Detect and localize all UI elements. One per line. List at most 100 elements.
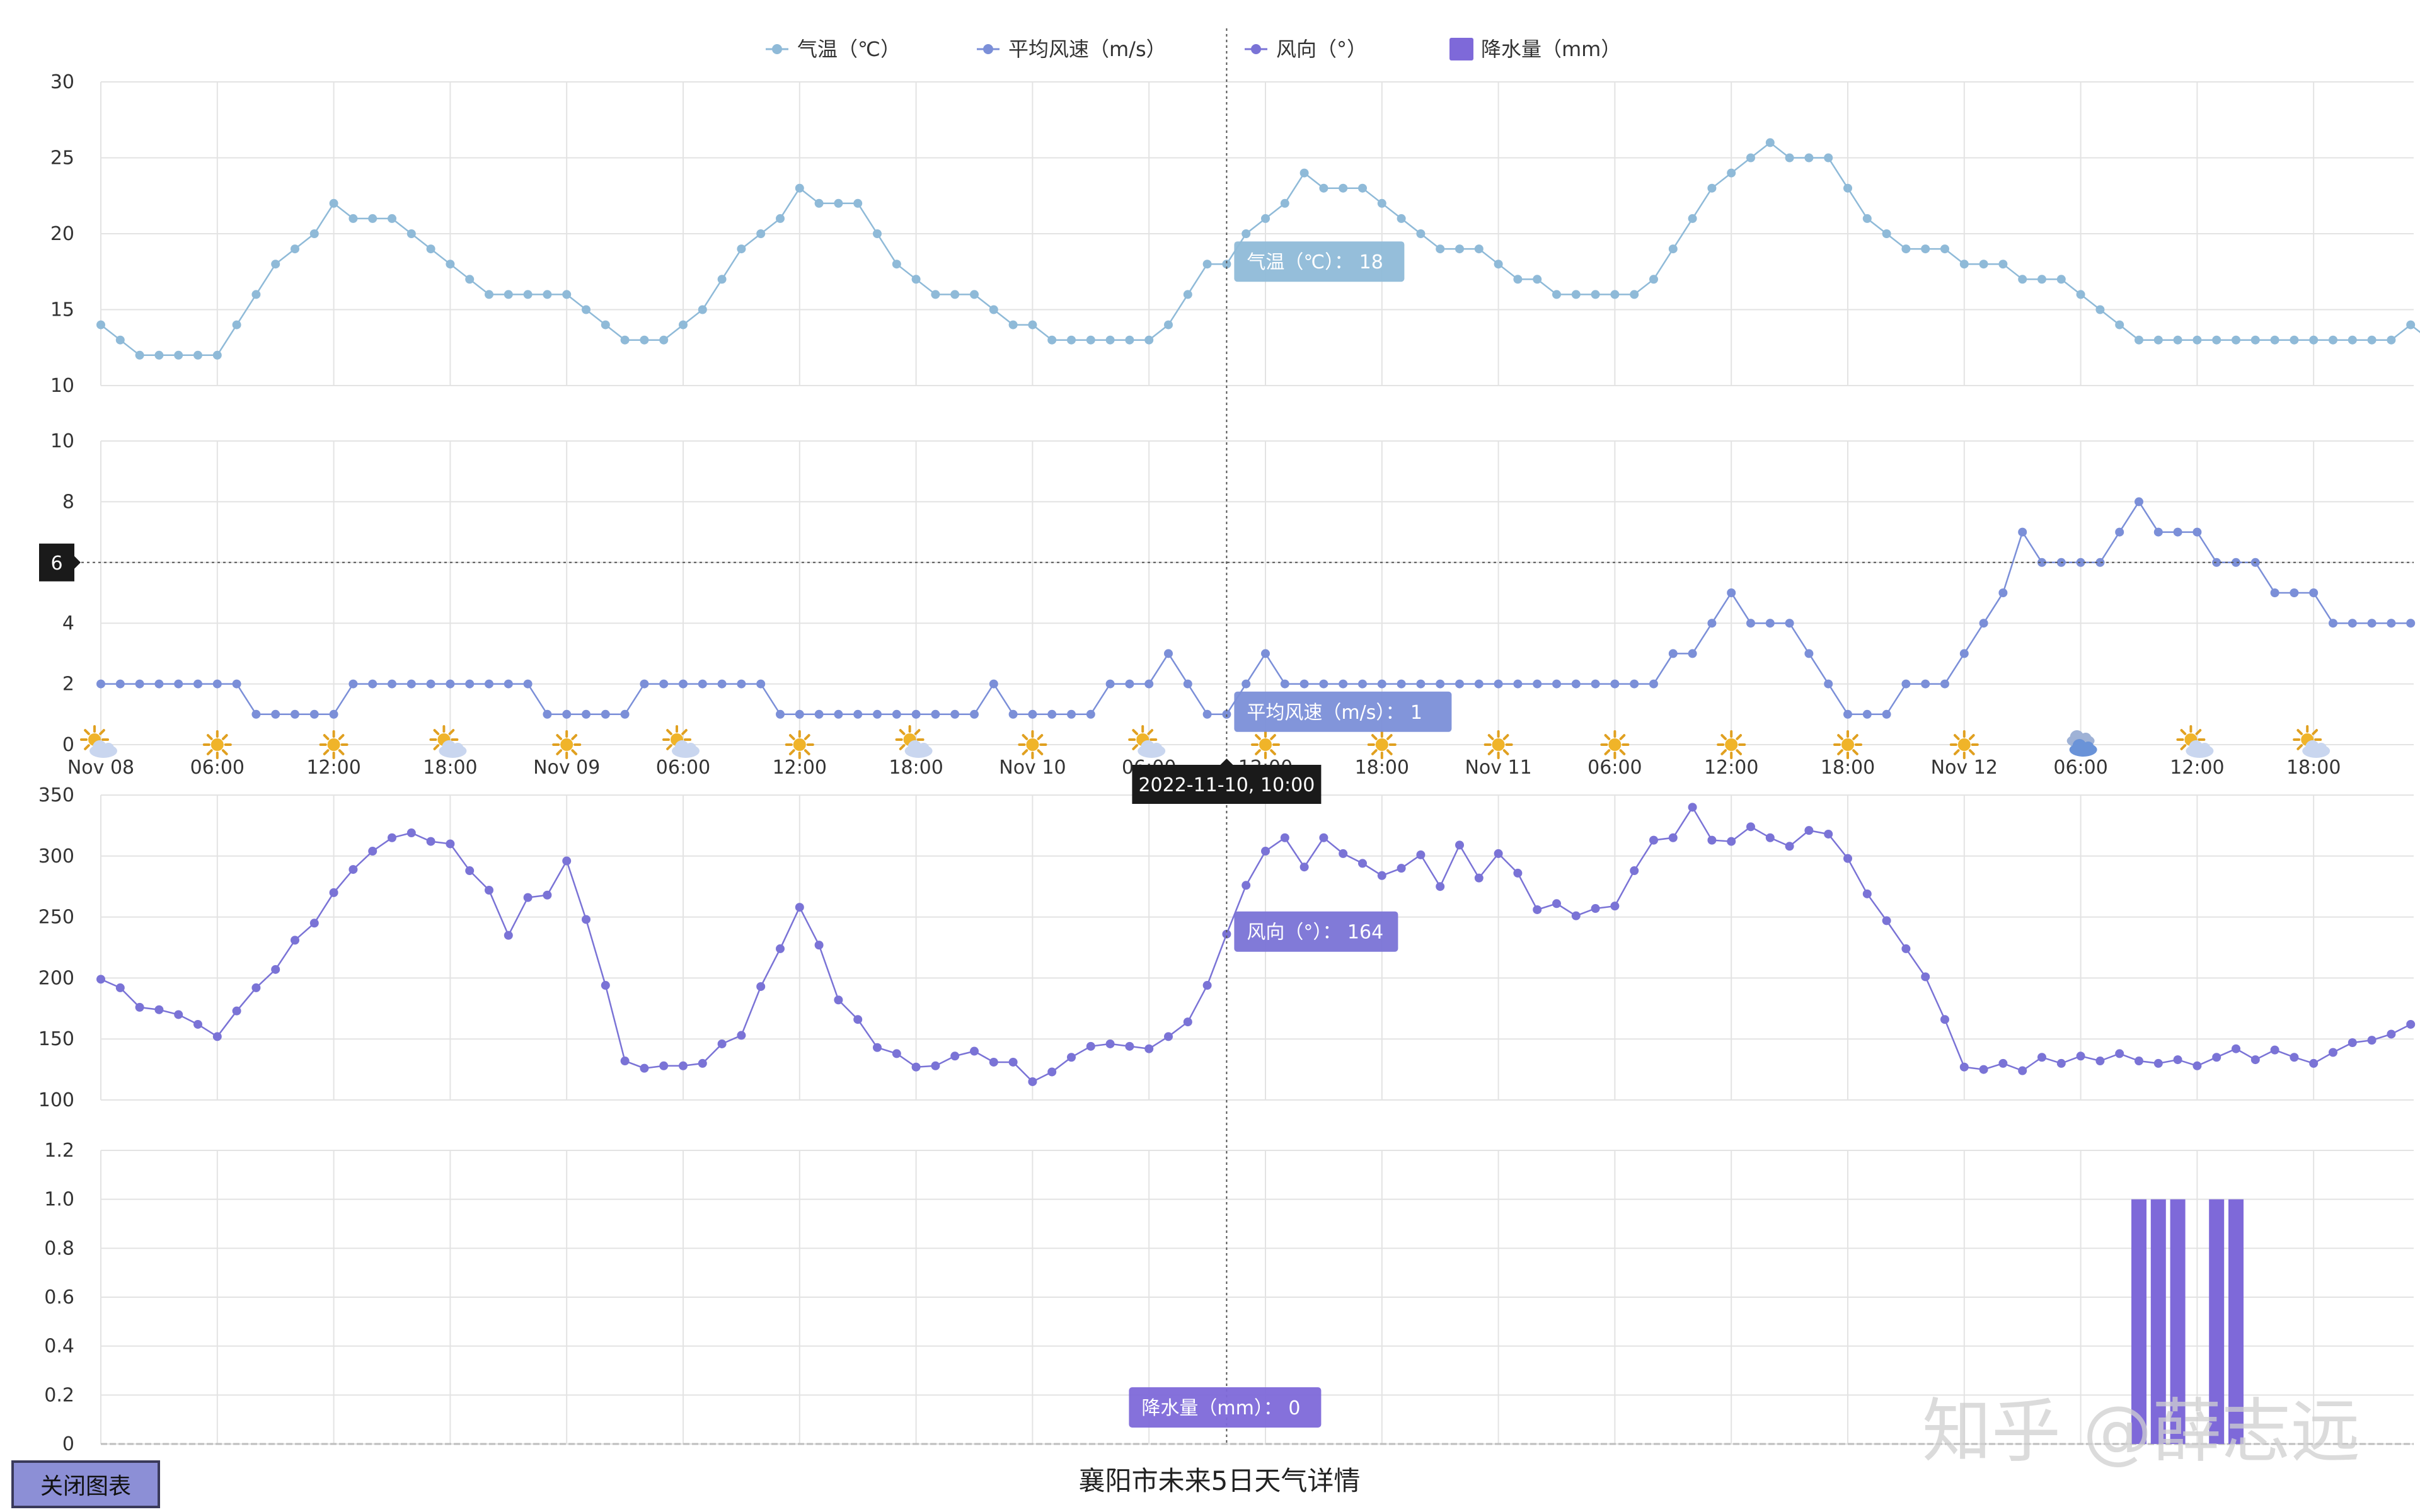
data-point[interactable] (2250, 1055, 2260, 1065)
data-point[interactable] (1727, 168, 1736, 178)
data-point[interactable] (1998, 260, 2008, 269)
data-point[interactable] (368, 214, 377, 223)
data-point[interactable] (989, 1057, 998, 1067)
data-point[interactable] (406, 828, 416, 838)
data-point[interactable] (1668, 833, 1678, 842)
data-point[interactable] (756, 679, 766, 689)
data-point[interactable] (814, 941, 824, 950)
data-point[interactable] (135, 679, 144, 689)
data-point[interactable] (2173, 335, 2182, 345)
data-point[interactable] (2056, 275, 2066, 284)
data-point[interactable] (232, 679, 241, 689)
data-point[interactable] (193, 679, 202, 689)
data-point[interactable] (2095, 558, 2105, 567)
data-point[interactable] (1067, 1053, 1076, 1062)
data-point[interactable] (2135, 497, 2143, 507)
data-point[interactable] (834, 995, 843, 1005)
data-point[interactable] (582, 709, 591, 719)
data-point[interactable] (873, 709, 882, 719)
data-point[interactable] (1591, 679, 1600, 689)
data-point[interactable] (2076, 558, 2085, 567)
data-point[interactable] (1144, 679, 1154, 689)
data-point[interactable] (1552, 899, 1561, 908)
data-point[interactable] (834, 198, 843, 208)
data-point[interactable] (1494, 679, 1503, 689)
data-point[interactable] (1028, 320, 1037, 329)
data-point[interactable] (251, 290, 261, 299)
data-point[interactable] (1358, 859, 1367, 868)
data-point[interactable] (1125, 335, 1134, 345)
data-point[interactable] (1183, 679, 1192, 689)
data-point[interactable] (1804, 649, 1814, 658)
data-point[interactable] (174, 350, 183, 360)
data-point[interactable] (814, 709, 824, 719)
data-point[interactable] (911, 1062, 921, 1072)
data-point[interactable] (1959, 260, 1969, 269)
data-point[interactable] (1242, 881, 1251, 890)
data-point[interactable] (1513, 679, 1523, 689)
data-point[interactable] (1882, 709, 1891, 719)
data-point[interactable] (154, 1005, 164, 1014)
precipitation-bar[interactable] (2170, 1199, 2186, 1444)
data-point[interactable] (1921, 679, 1930, 689)
data-point[interactable] (679, 679, 688, 689)
data-point[interactable] (2018, 1066, 2027, 1075)
data-point[interactable] (2192, 335, 2202, 345)
data-point[interactable] (465, 866, 475, 876)
data-point[interactable] (1455, 679, 1464, 689)
data-point[interactable] (426, 837, 435, 846)
data-point[interactable] (388, 833, 396, 842)
data-point[interactable] (96, 679, 105, 689)
data-point[interactable] (1164, 320, 1173, 329)
data-point[interactable] (756, 229, 766, 238)
data-point[interactable] (1164, 649, 1173, 658)
data-point[interactable] (1261, 847, 1270, 856)
data-point[interactable] (1416, 850, 1426, 859)
data-point[interactable] (2232, 558, 2240, 567)
data-point[interactable] (950, 1051, 960, 1061)
data-point[interactable] (1688, 649, 1697, 658)
data-point[interactable] (291, 244, 299, 254)
data-point[interactable] (1105, 679, 1115, 689)
data-point[interactable] (212, 679, 222, 689)
data-point[interactable] (154, 350, 164, 360)
data-point[interactable] (659, 335, 669, 345)
data-point[interactable] (970, 1046, 979, 1056)
data-point[interactable] (989, 305, 998, 314)
precipitation-bar[interactable] (2209, 1199, 2225, 1444)
data-point[interactable] (1727, 837, 1736, 846)
data-point[interactable] (873, 1043, 882, 1052)
data-point[interactable] (2348, 619, 2357, 628)
data-point[interactable] (2115, 320, 2124, 329)
data-point[interactable] (2115, 527, 2124, 537)
data-point[interactable] (193, 350, 202, 360)
data-point[interactable] (174, 1010, 183, 1019)
data-point[interactable] (1280, 833, 1289, 842)
data-point[interactable] (271, 709, 280, 719)
data-point[interactable] (232, 320, 241, 329)
data-point[interactable] (1901, 944, 1911, 953)
data-point[interactable] (2270, 335, 2279, 345)
data-point[interactable] (1901, 679, 1911, 689)
data-point[interactable] (96, 975, 105, 984)
data-point[interactable] (1397, 679, 1406, 689)
data-point[interactable] (931, 709, 940, 719)
data-point[interactable] (2309, 588, 2319, 597)
legend-item[interactable]: 降水量（mm） (1449, 37, 1621, 61)
data-point[interactable] (154, 679, 164, 689)
data-point[interactable] (426, 244, 435, 254)
data-point[interactable] (1397, 864, 1406, 873)
data-point[interactable] (1862, 709, 1872, 719)
data-point[interactable] (1901, 244, 1911, 254)
data-point[interactable] (1552, 679, 1561, 689)
data-point[interactable] (1377, 871, 1386, 880)
data-point[interactable] (2290, 1053, 2299, 1062)
data-point[interactable] (582, 305, 591, 314)
data-point[interactable] (601, 981, 610, 990)
data-point[interactable] (2309, 335, 2319, 345)
data-point[interactable] (1707, 835, 1717, 845)
data-point[interactable] (1358, 183, 1367, 193)
data-point[interactable] (853, 1015, 863, 1024)
data-point[interactable] (115, 679, 125, 689)
data-point[interactable] (1261, 214, 1270, 223)
